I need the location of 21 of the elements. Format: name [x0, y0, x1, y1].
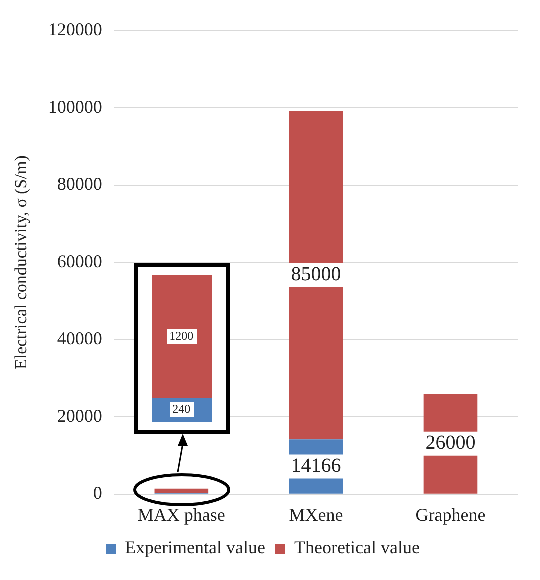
y-axis-title: Electrical conductivity, σ (S/m) — [12, 156, 31, 370]
bar — [154, 488, 209, 494]
y-tick-label: 20000 — [57, 406, 102, 426]
annotation: 1200 — [166, 328, 197, 344]
y-tick-label: 40000 — [57, 328, 102, 349]
x-tick-label: MAX phase — [138, 504, 226, 525]
data-label: 14166 — [291, 455, 342, 478]
y-tick-label: 100000 — [48, 96, 102, 117]
data-label: 85000 — [291, 264, 342, 286]
x-tick-label: MXene — [289, 504, 344, 525]
magnified-inset: 240 1200 — [134, 262, 230, 434]
x-tick-label: Graphene — [416, 504, 486, 525]
y-tick-label: 60000 — [57, 251, 102, 272]
annotation: 240 — [170, 402, 194, 418]
legend-label: Experimental value — [125, 538, 266, 558]
y-tick-label: 80000 — [57, 174, 102, 194]
legend-label: Theoretical value — [294, 538, 420, 558]
y-tick-label: 120000 — [48, 20, 102, 40]
bar — [289, 111, 344, 440]
y-tick-label: 0 — [93, 483, 102, 504]
data-label: 26000 — [426, 432, 476, 454]
